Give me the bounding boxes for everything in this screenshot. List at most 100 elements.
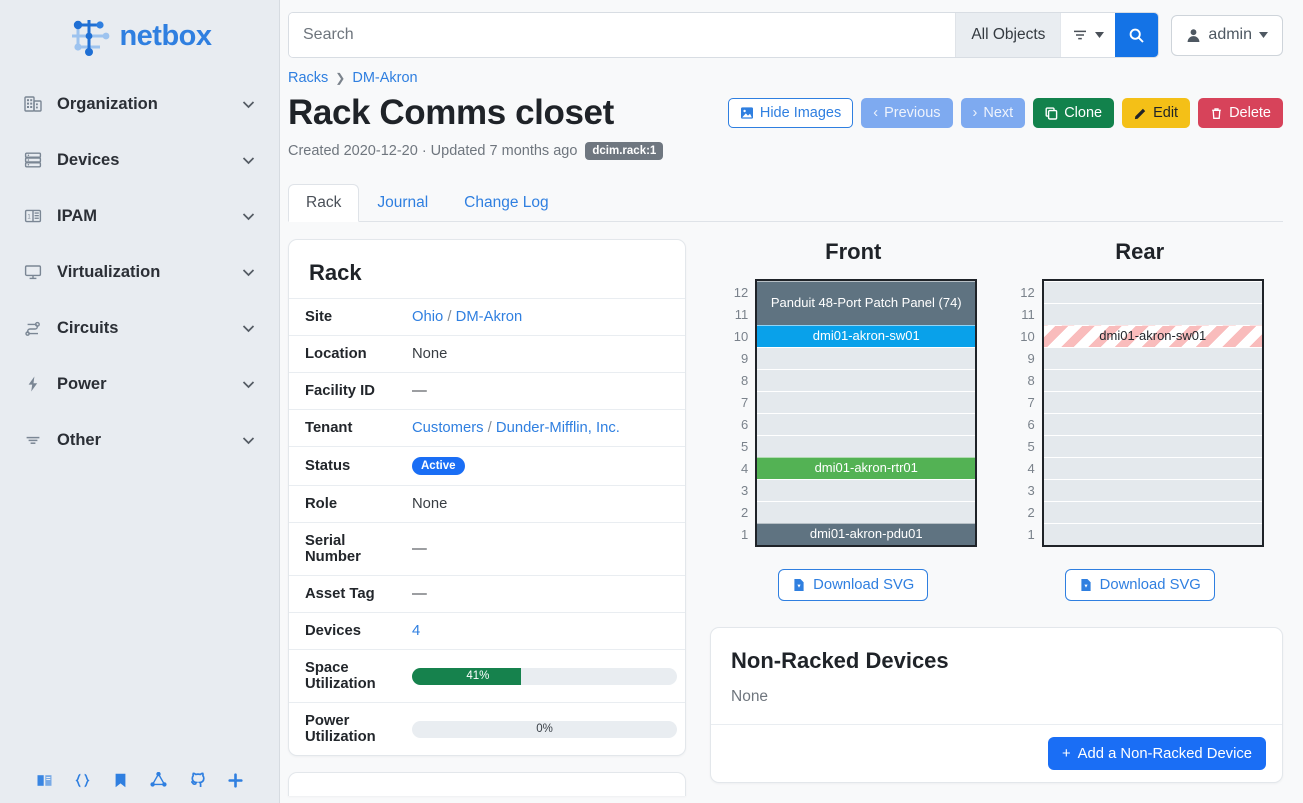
brand-logo[interactable]: netbox	[0, 0, 279, 70]
rack-empty-unit[interactable]	[757, 413, 976, 436]
non-racked-footer: + Add a Non-Racked Device	[711, 724, 1282, 782]
edit-label: Edit	[1153, 104, 1179, 121]
user-menu-button[interactable]: admin	[1171, 14, 1283, 56]
action-buttons: Hide Images ‹ Previous › Next	[727, 92, 1283, 128]
tab-rack[interactable]: Rack	[288, 184, 360, 223]
tab-change-log[interactable]: Change Log	[464, 194, 549, 212]
table-row: Site Ohio / DM-Akron	[289, 298, 685, 336]
rack-unit-number: 7	[741, 394, 749, 410]
rack-card-title: Rack	[309, 260, 362, 286]
slack-icon[interactable]	[227, 772, 244, 789]
rear-rack-body: dmi01-akron-sw01	[1041, 279, 1264, 548]
rack-device[interactable]: dmi01-akron-sw01	[1043, 325, 1262, 348]
site-link[interactable]: DM-Akron	[455, 309, 523, 326]
rack-empty-unit[interactable]	[757, 435, 976, 458]
rack-empty-unit[interactable]	[757, 369, 976, 392]
table-row: Devices 4	[289, 612, 685, 650]
sidebar-item-organization[interactable]: Organization	[0, 76, 279, 132]
rack-empty-unit[interactable]	[1043, 281, 1262, 304]
rack-device[interactable]: Panduit 48-Port Patch Panel (74)	[757, 281, 976, 326]
rack-empty-unit[interactable]	[1043, 369, 1262, 392]
caret-down-icon	[1259, 31, 1268, 39]
chevron-down-icon[interactable]	[240, 208, 257, 225]
rack-empty-unit[interactable]	[1043, 347, 1262, 370]
bookmark-icon[interactable]	[113, 772, 128, 789]
rack-empty-unit[interactable]	[1043, 391, 1262, 414]
chevron-down-icon[interactable]	[240, 264, 257, 281]
add-non-racked-device-button[interactable]: + Add a Non-Racked Device	[1047, 737, 1266, 771]
brand-name: netbox	[119, 19, 212, 52]
row-label: Location	[289, 335, 404, 373]
caret-down-icon	[1095, 31, 1105, 39]
search-submit-button[interactable]	[1115, 13, 1159, 57]
rack-empty-unit[interactable]	[1043, 479, 1262, 502]
sidebar-item-label: IPAM	[57, 206, 98, 225]
rack-empty-unit[interactable]	[757, 479, 976, 502]
sidebar: netbox Organization	[0, 0, 280, 803]
rack-empty-unit[interactable]	[1043, 523, 1262, 546]
api-icon[interactable]	[74, 772, 91, 789]
rack-empty-unit[interactable]	[1043, 413, 1262, 436]
rack-unit-number: 6	[1027, 416, 1035, 432]
table-row: Role None	[289, 485, 685, 523]
breadcrumb-racks[interactable]: Racks	[288, 70, 329, 86]
next-card-stub	[288, 772, 686, 797]
sidebar-item-circuits[interactable]: Circuits	[0, 300, 279, 356]
delete-label: Delete	[1229, 104, 1271, 121]
row-label: Site	[289, 298, 404, 336]
sidebar-item-ipam[interactable]: 1 IPAM	[0, 188, 279, 244]
non-racked-empty-text: None	[731, 688, 769, 706]
rack-empty-unit[interactable]	[1043, 457, 1262, 480]
row-value: —	[404, 372, 685, 410]
rack-device[interactable]: dmi01-akron-sw01	[757, 325, 976, 348]
front-download-svg-button[interactable]: Download SVG	[778, 569, 929, 602]
rack-empty-unit[interactable]	[757, 347, 976, 370]
rack-unit-number: 11	[1021, 306, 1035, 322]
chevron-down-icon[interactable]	[240, 96, 257, 113]
chevron-down-icon[interactable]	[240, 320, 257, 337]
hide-images-button[interactable]: Hide Images	[727, 98, 854, 128]
tenant-link[interactable]: Dunder-Mifflin, Inc.	[495, 420, 620, 437]
rack-empty-unit[interactable]	[757, 501, 976, 524]
rack-empty-unit[interactable]	[1043, 435, 1262, 458]
rack-empty-unit[interactable]	[1043, 303, 1262, 326]
rear-elevation: Rear 12 11 10 9 8 7 6 5 4 3 2 1 dmi01-akron-sw01	[997, 239, 1284, 602]
device-count-link[interactable]: 4	[412, 623, 421, 640]
chevron-down-icon[interactable]	[240, 432, 257, 449]
sidebar-item-devices[interactable]: Devices	[0, 132, 279, 188]
previous-button[interactable]: ‹ Previous	[861, 98, 953, 128]
graphql-icon[interactable]	[150, 771, 167, 789]
devices-icon	[22, 151, 44, 169]
rack-unit-number: 5	[1027, 438, 1035, 454]
sidebar-item-power[interactable]: Power	[0, 356, 279, 412]
search-input[interactable]	[289, 13, 956, 57]
tab-journal[interactable]: Journal	[377, 194, 429, 212]
rear-download-svg-button[interactable]: Download SVG	[1064, 569, 1215, 602]
clone-button[interactable]: Clone	[1033, 98, 1115, 128]
rack-empty-unit[interactable]	[757, 391, 976, 414]
power-utilization-label: 0%	[536, 723, 553, 736]
docs-icon[interactable]	[36, 772, 53, 789]
edit-button[interactable]: Edit	[1122, 98, 1191, 128]
rack-empty-unit[interactable]	[1043, 501, 1262, 524]
front-elevation: Front 12 11 10 9 8 7 6 5 4 3 2 1 dmi01-akron-pdu01 d…	[710, 239, 997, 602]
chevron-down-icon[interactable]	[240, 376, 257, 393]
search-filter-dropdown[interactable]	[1060, 13, 1116, 57]
rack-device[interactable]: dmi01-akron-pdu01	[757, 523, 976, 546]
sidebar-item-virtualization[interactable]: Virtualization	[0, 244, 279, 300]
github-icon[interactable]	[189, 772, 206, 789]
sidebar-item-label: Organization	[57, 94, 158, 113]
sidebar-item-other[interactable]: Other	[0, 412, 279, 468]
breadcrumb-dm-akron[interactable]: DM-Akron	[352, 70, 418, 86]
site-group-link[interactable]: Ohio	[412, 309, 444, 326]
tenant-group-link[interactable]: Customers	[412, 420, 484, 437]
table-row: Location None	[289, 335, 685, 373]
delete-button[interactable]: Delete	[1198, 98, 1283, 128]
title-block: Rack Comms closet Created 2020-12-20 · U…	[288, 92, 664, 161]
rack-unit-number: 9	[1027, 350, 1035, 366]
rack-device[interactable]: dmi01-akron-rtr01	[757, 457, 976, 480]
search-scope-selector[interactable]: All Objects	[955, 13, 1061, 57]
rack-unit-number: 12	[733, 284, 749, 300]
chevron-down-icon[interactable]	[240, 152, 257, 169]
next-button[interactable]: › Next	[960, 98, 1026, 128]
